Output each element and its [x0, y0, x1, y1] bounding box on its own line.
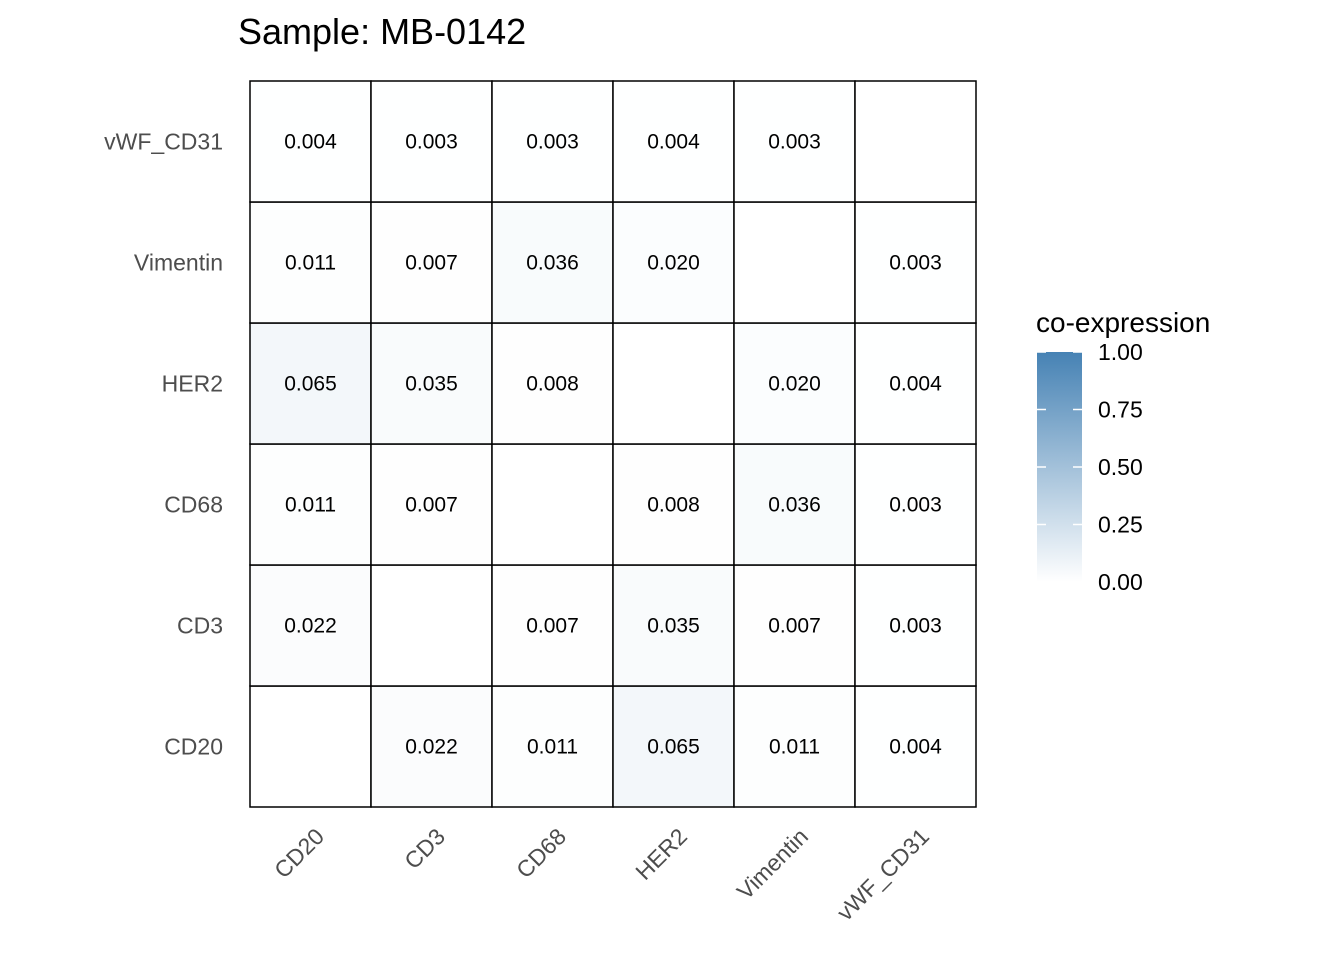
- y-tick-label: Vimentin: [134, 250, 223, 276]
- x-axis-ticks: CD20 CD3 CD68 HER2 Vimentin vWF_CD31: [269, 823, 934, 925]
- heatmap-cell: [370, 322, 493, 445]
- heatmap-cells: 0.022 0.011 0.065 0.011 0.004 0.022 0.007 0.035…: [249, 80, 977, 808]
- legend-tick-label: 1.00: [1098, 339, 1143, 365]
- cell-value-label: 0.004: [889, 736, 942, 759]
- x-tick-label: vWF_CD31: [832, 823, 934, 925]
- cell-value-label: 0.008: [526, 373, 579, 396]
- legend-tick-label: 0.25: [1098, 512, 1143, 538]
- x-tick-label: Vimentin: [732, 823, 813, 904]
- heatmap-cell: [854, 443, 977, 566]
- heatmap-cell: [854, 201, 977, 324]
- x-tick-label: HER2: [630, 823, 692, 885]
- cell-value-label: 0.020: [647, 252, 700, 275]
- y-axis-ticks: CD20 CD3 CD68 HER2 Vimentin vWF_CD31: [104, 129, 223, 760]
- heatmap-cell: [370, 443, 493, 566]
- cell-value-label: 0.011: [769, 736, 820, 759]
- cell-value-label: 0.003: [526, 131, 579, 154]
- cell-value-label: 0.007: [768, 615, 821, 638]
- x-tick-label: CD68: [511, 823, 571, 883]
- heatmap-cell: [491, 685, 614, 808]
- y-tick-label: vWF_CD31: [104, 129, 223, 155]
- heatmap-cell: [854, 322, 977, 445]
- heatmap-cell: [491, 80, 614, 203]
- cell-value-label: 0.003: [405, 131, 458, 154]
- heatmap-cell: [491, 322, 614, 445]
- heatmap-cell: [733, 685, 856, 808]
- cell-value-label: 0.020: [768, 373, 821, 396]
- heatmap-cell: [491, 564, 614, 687]
- heatmap-cell: [612, 564, 735, 687]
- legend-tick-label: 0.00: [1098, 569, 1143, 595]
- heatmap-cell: [733, 201, 856, 324]
- heatmap-cell: [370, 685, 493, 808]
- cell-value-label: 0.007: [405, 494, 458, 517]
- legend-tick-label: 0.50: [1098, 454, 1143, 480]
- cell-value-label: 0.003: [889, 494, 942, 517]
- heatmap-cell: [249, 201, 372, 324]
- heatmap-cell: [612, 80, 735, 203]
- cell-value-label: 0.007: [526, 615, 579, 638]
- cell-value-label: 0.004: [647, 131, 700, 154]
- heatmap-cell: [854, 564, 977, 687]
- cell-value-label: 0.008: [647, 494, 700, 517]
- x-tick-label: CD20: [269, 823, 329, 883]
- chart-title: Sample: MB-0142: [238, 11, 526, 52]
- color-legend: co-expression 1.00 0.75 0.50 0.25 0.00: [1036, 307, 1210, 595]
- legend-ticks: 1.00 0.75 0.50 0.25 0.00: [1037, 339, 1143, 595]
- cell-value-label: 0.011: [285, 252, 336, 275]
- heatmap-cell: [249, 564, 372, 687]
- y-tick-label: CD68: [164, 492, 223, 518]
- cell-value-label: 0.004: [284, 131, 337, 154]
- heatmap-cell: [733, 564, 856, 687]
- cell-value-label: 0.022: [284, 615, 337, 638]
- cell-value-label: 0.065: [647, 736, 700, 759]
- cell-value-label: 0.065: [284, 373, 337, 396]
- cell-value-label: 0.007: [405, 252, 458, 275]
- cell-value-label: 0.004: [889, 373, 942, 396]
- cell-value-label: 0.011: [527, 736, 578, 759]
- heatmap-cell: [733, 322, 856, 445]
- heatmap-cell: [612, 443, 735, 566]
- cell-value-label: 0.036: [768, 494, 821, 517]
- cell-value-label: 0.011: [285, 494, 336, 517]
- heatmap-cell: [491, 443, 614, 566]
- cell-value-label: 0.003: [889, 252, 942, 275]
- heatmap-cell: [612, 322, 735, 445]
- cell-value-label: 0.035: [647, 615, 700, 638]
- cell-value-label: 0.003: [768, 131, 821, 154]
- heatmap-cell: [491, 201, 614, 324]
- heatmap-cell: [854, 80, 977, 203]
- heatmap-cell: [249, 685, 372, 808]
- cell-value-label: 0.022: [405, 736, 458, 759]
- cell-value-label: 0.035: [405, 373, 458, 396]
- y-tick-label: CD20: [164, 734, 223, 760]
- y-tick-label: CD3: [177, 613, 223, 639]
- heatmap-cell: [370, 564, 493, 687]
- cell-value-label: 0.003: [889, 615, 942, 638]
- heatmap-cell: [854, 685, 977, 808]
- y-tick-label: HER2: [162, 371, 223, 397]
- legend-title: co-expression: [1036, 307, 1210, 338]
- cell-value-label: 0.036: [526, 252, 579, 275]
- heatmap-cell: [370, 80, 493, 203]
- legend-tick-label: 0.75: [1098, 397, 1143, 423]
- heatmap-cell: [249, 322, 372, 445]
- x-tick-label: CD3: [399, 823, 450, 874]
